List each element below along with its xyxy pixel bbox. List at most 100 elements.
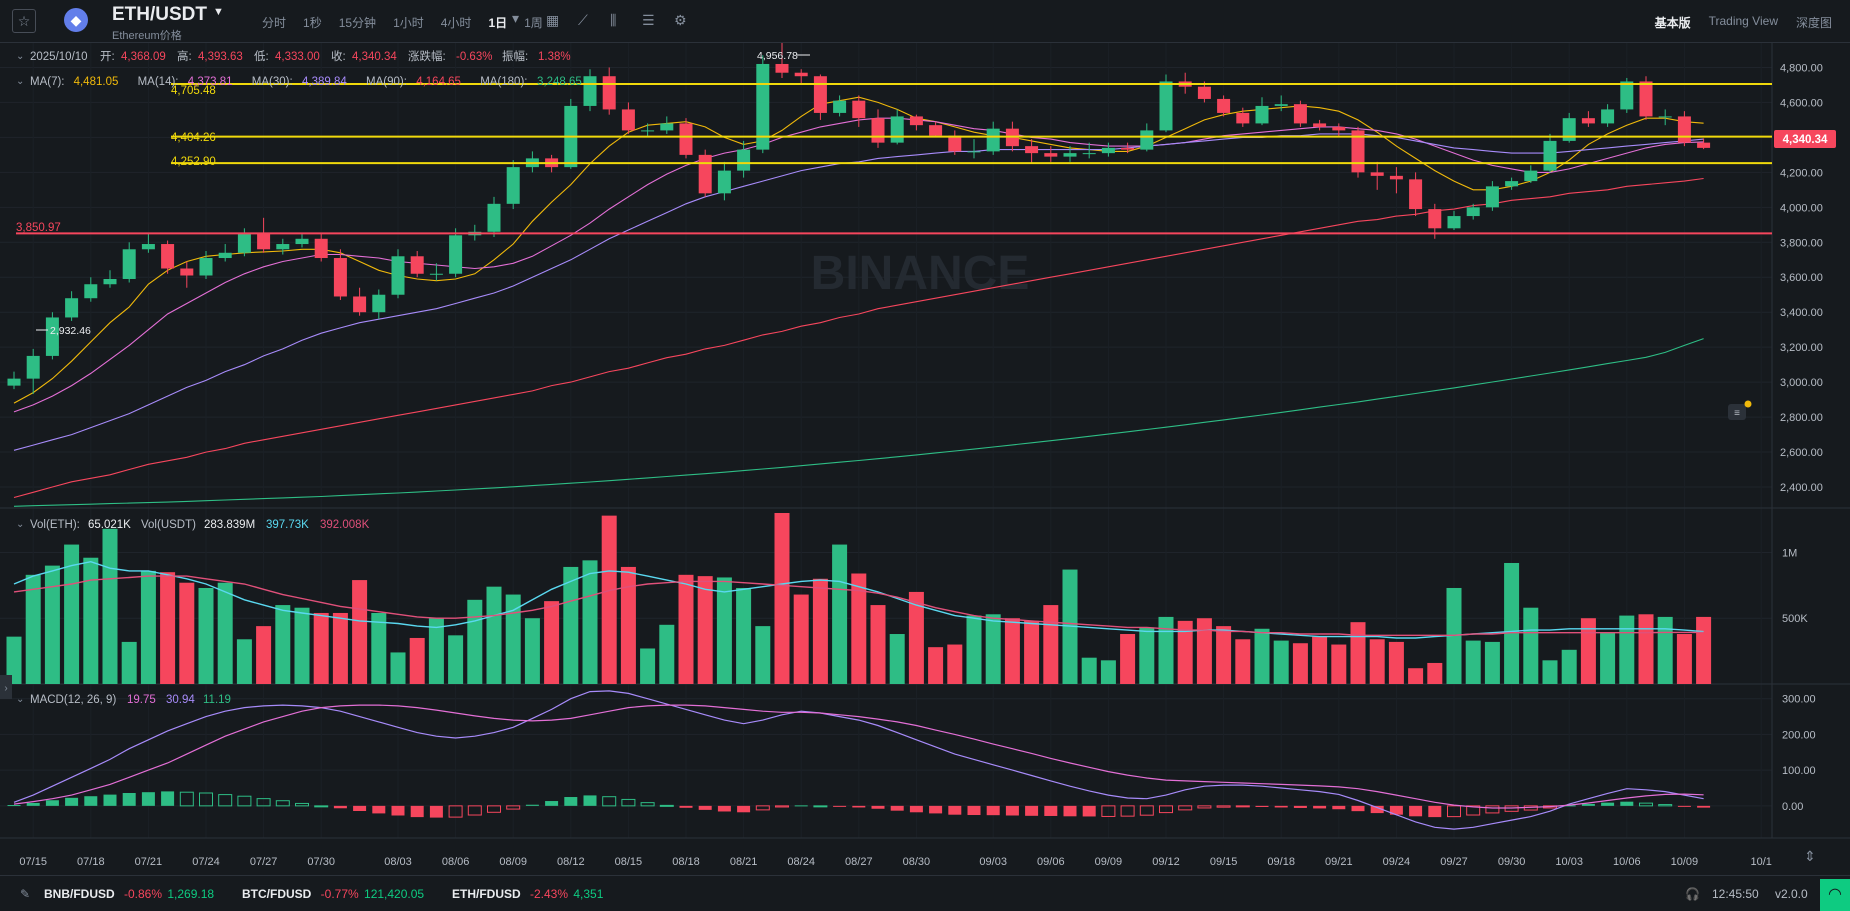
ohlc-low-label: 低: bbox=[254, 50, 269, 63]
volume-bar bbox=[390, 652, 406, 684]
collapse-chevron-icon: ⌄ bbox=[16, 694, 24, 705]
volume-bar bbox=[102, 528, 118, 684]
price-tick-label: 4,600.00 bbox=[1780, 97, 1823, 109]
candle-body bbox=[180, 268, 194, 276]
more-intervals-caret-icon[interactable]: ▾ bbox=[512, 10, 520, 26]
interval-tab-0[interactable]: 分时 bbox=[262, 16, 287, 30]
favorite-star-icon[interactable]: ☆ bbox=[12, 9, 36, 33]
volume-bar bbox=[1638, 614, 1654, 684]
macd-hist-bar bbox=[640, 802, 655, 807]
connection-wifi-icon[interactable]: ◠ bbox=[1820, 879, 1850, 911]
ticker-item[interactable]: BTC/FDUSD -0.77% 121,420.05 bbox=[242, 887, 424, 901]
macd-legend: ⌄ MACD(12, 26, 9) 19.75 30.94 11.19 bbox=[16, 694, 231, 706]
volume-bar bbox=[64, 544, 80, 684]
view-tab-1[interactable]: Trading View bbox=[1708, 14, 1778, 28]
candle bbox=[314, 233, 328, 262]
edit-pencil-icon[interactable]: ✎ bbox=[20, 887, 31, 901]
date-tick-label: 07/15 bbox=[19, 856, 47, 868]
candle bbox=[1255, 97, 1269, 126]
volume-bar bbox=[1542, 660, 1558, 684]
interval-tab-2[interactable]: 15分钟 bbox=[338, 16, 377, 30]
candle-body bbox=[429, 273, 443, 275]
ticker-item[interactable]: BNB/FDUSD -0.86% 1,269.18 bbox=[44, 887, 214, 901]
vol-usdt-value: 283.839M bbox=[204, 519, 255, 531]
interval-tab-1[interactable]: 1秒 bbox=[303, 16, 322, 30]
candle-body bbox=[641, 130, 655, 132]
candle-body bbox=[1159, 81, 1173, 131]
candle bbox=[986, 121, 1000, 155]
macd-hist-bar bbox=[1274, 805, 1288, 808]
vol-ma5-value: 397.73K bbox=[266, 519, 309, 531]
candle-body bbox=[1025, 146, 1039, 154]
macd-hist-bar bbox=[1235, 805, 1250, 808]
candle-body bbox=[1121, 147, 1135, 150]
volume-bar bbox=[582, 560, 598, 684]
candle bbox=[429, 263, 443, 281]
ohlc-amp: 1.38% bbox=[538, 51, 571, 63]
headphones-icon[interactable]: 🎧 bbox=[1685, 887, 1700, 901]
volume-bar bbox=[812, 578, 828, 684]
ticker-item[interactable]: ETH/FDUSD -2.43% 4,351 bbox=[452, 887, 603, 901]
candle bbox=[1313, 119, 1327, 131]
candlestick-chart[interactable]: BINANCE 4,800.004,600.004,400.004,200.00… bbox=[0, 43, 1850, 875]
interval-tab-3[interactable]: 1小时 bbox=[393, 16, 424, 30]
volume-bar bbox=[1465, 640, 1481, 684]
volume-bar bbox=[275, 605, 291, 684]
volume-bar bbox=[121, 641, 137, 684]
volume-bar bbox=[1158, 616, 1174, 684]
candle bbox=[813, 74, 827, 120]
view-tab-0[interactable]: 基本版 bbox=[1654, 16, 1691, 30]
orders-toggle-icon[interactable]: ≡ bbox=[1728, 400, 1752, 421]
collapse-left-icon[interactable]: › bbox=[0, 675, 12, 699]
date-tick-label: 07/30 bbox=[307, 856, 335, 868]
candle bbox=[1332, 123, 1346, 136]
view-tab-2[interactable]: 深度图 bbox=[1795, 16, 1832, 30]
interval-tab-4[interactable]: 4小时 bbox=[440, 16, 472, 30]
date-tick-label: 10/1 bbox=[1750, 856, 1771, 868]
candle bbox=[1217, 95, 1231, 117]
candle bbox=[141, 233, 155, 253]
indicators-icon[interactable]: ⟋ bbox=[578, 12, 588, 28]
macd-hist-bar bbox=[1255, 805, 1269, 807]
macd-tick-label: 300.00 bbox=[1782, 694, 1816, 706]
candle bbox=[161, 240, 175, 274]
candle bbox=[1121, 142, 1135, 154]
vol-eth-label: Vol(ETH): bbox=[30, 519, 80, 531]
candle bbox=[1697, 138, 1711, 150]
candle bbox=[1524, 165, 1538, 183]
candle bbox=[794, 69, 808, 85]
candle bbox=[641, 123, 655, 138]
candle-body bbox=[1236, 112, 1250, 124]
interval-tab-5[interactable]: 1日 bbox=[488, 16, 508, 30]
candle-body bbox=[1524, 170, 1538, 182]
price-tick-label: 4,200.00 bbox=[1780, 167, 1823, 179]
candle-body bbox=[103, 278, 117, 285]
volume-bar bbox=[294, 607, 310, 684]
drawing-tools-icon[interactable]: ☰ bbox=[642, 12, 655, 28]
axis-scale-toggle-icon[interactable]: ⇕ bbox=[1804, 848, 1816, 864]
horizontal-lines[interactable] bbox=[16, 82, 1772, 235]
interval-tabs: 分时 1秒 15分钟 1小时 4小时 1日 1周 bbox=[262, 14, 560, 31]
volume-bar bbox=[736, 587, 752, 684]
macd-hist-bar bbox=[1159, 805, 1173, 814]
candle-body bbox=[1044, 153, 1058, 157]
macd-hist-bar bbox=[986, 805, 1000, 816]
candle bbox=[276, 238, 290, 255]
settings-gear-icon[interactable]: ⚙ bbox=[674, 12, 687, 28]
ohlc-close: 4,340.34 bbox=[352, 51, 397, 63]
chart-type-icon[interactable]: ⫼ bbox=[610, 12, 617, 28]
interval-tab-6[interactable]: 1周 bbox=[524, 16, 543, 30]
pair-dropdown-icon[interactable]: ▼ bbox=[213, 6, 224, 18]
candle-settings-icon[interactable]: ▦ bbox=[546, 12, 560, 28]
ma-legend: ⌄ MA(7): 4,481.05 MA(14): 4,373.81 MA(30): 4,3… bbox=[16, 76, 582, 88]
candle bbox=[1082, 142, 1096, 159]
volume-bar bbox=[640, 648, 656, 684]
macd-hist-bar bbox=[1485, 805, 1500, 814]
candle bbox=[564, 98, 578, 169]
candle-body bbox=[506, 167, 520, 204]
bottom-status-bar: ✎ BNB/FDUSD -0.86% 1,269.18 BTC/FDUSD -0.… bbox=[0, 875, 1850, 911]
volume-bar bbox=[179, 582, 195, 684]
pair-title[interactable]: ETH/USDT bbox=[112, 4, 207, 25]
volume-bar bbox=[601, 515, 617, 684]
volume-bar bbox=[352, 580, 368, 684]
